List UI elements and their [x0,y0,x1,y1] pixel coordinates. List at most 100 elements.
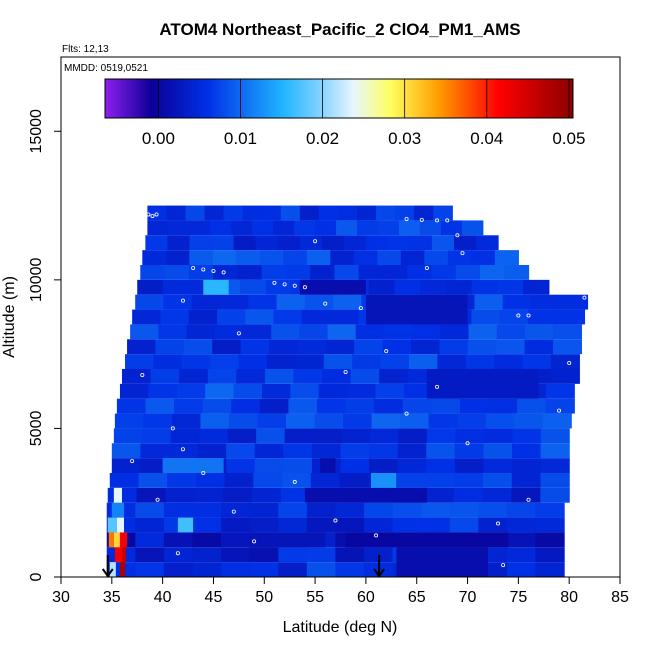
colorbar-tick-label: 0.01 [224,129,257,148]
y-tick-label: 10000 [28,258,45,303]
heatmap-cell [138,473,168,488]
heatmap-cell [248,294,278,310]
heatmap-cell [221,517,251,533]
heatmap-cell [440,220,463,236]
heatmap-cell [116,398,147,414]
heatmap-cell [147,220,169,236]
altitude-layer [140,265,530,280]
flight-track-point [146,212,151,217]
heatmap-cell [454,443,485,459]
altitude-layer [135,294,589,310]
colorbar-tick-label: 0.02 [306,129,339,148]
heatmap-cell [181,354,211,369]
heatmap-cell [496,339,526,355]
altitude-layer [106,562,565,577]
heatmap-cell [261,383,291,399]
heatmap-cell [166,205,187,221]
altitude-layer [145,235,499,251]
altitude-layer [111,443,570,459]
heatmap-cell [475,235,499,251]
altitude-layer [142,250,519,265]
heatmap-feature [370,473,397,488]
heatmap-cell [162,279,190,295]
heatmap-cell [155,339,185,355]
x-tick-label: 85 [611,589,629,606]
heatmap-cell [357,205,377,221]
heatmap-cell [318,383,348,399]
heatmap-cell [369,428,400,444]
heatmap-cell [269,339,299,355]
arrow-marker [101,555,114,578]
heatmap-cell [506,562,537,577]
heatmap-cell [343,235,367,251]
heatmap-cell [398,220,421,236]
heatmap-cell [165,487,195,503]
heatmap-cell [249,562,279,577]
heatmap-cell [280,487,311,503]
heatmap-cell [379,369,409,384]
heatmap-cell [506,502,537,518]
heatmap-cell [467,339,497,355]
flight-track-point [567,361,572,366]
heatmap-cell [160,309,190,325]
heatmap-cell [265,279,293,295]
heatmap-cell [333,294,362,310]
heatmap-cell [471,279,499,295]
altitude-layer [125,354,580,369]
heatmap-cell [306,562,337,577]
heatmap-cell [414,205,434,221]
heatmap-cell [294,220,316,236]
flight-track-point [252,539,257,544]
heatmap-cell [252,220,274,236]
heatmap-cell [488,398,518,414]
heatmap-cell [219,294,249,310]
heatmap-cell [227,428,257,444]
heatmap-cell [174,398,204,414]
heatmap-cell [153,354,183,369]
heatmap-cell [221,562,251,577]
heatmap-cell [485,413,515,429]
heatmap-cell [257,413,287,429]
heatmap-cell [273,309,303,325]
heatmap-cell [259,250,284,265]
flight-track-point [445,218,450,223]
heatmap-cell [273,220,295,236]
heatmap-cell [297,339,327,355]
heatmap-cell [189,220,211,236]
heatmap-cell [165,250,190,265]
heatmap-cell [299,235,323,251]
flight-track-point [201,267,206,272]
heatmap-feature [113,532,120,548]
heatmap-cell [421,502,451,518]
heatmap-feature [320,458,336,473]
heatmap-cell [377,250,402,265]
heatmap-cell [397,458,427,473]
heatmap-cell [226,458,256,473]
heatmap-feature [365,294,468,325]
heatmap-cell [284,428,314,444]
flight-track-point [221,270,226,275]
heatmap-cell [111,443,142,459]
heatmap-cell [277,235,301,251]
heatmap-feature [108,532,114,548]
heatmap-cell [295,354,325,369]
heatmap-cell [145,235,169,251]
heatmap-cell [306,517,337,533]
heatmap-cell [392,517,422,533]
heatmap-cell [502,294,532,310]
heatmap-cell [210,354,240,369]
flight-track-point [272,280,277,285]
heatmap-cell [412,324,441,340]
heatmap-cell [202,398,232,414]
heatmap-cell [457,413,487,429]
heatmap-cell [512,428,542,444]
heatmap-cell [221,547,251,563]
heatmap-cell [183,339,213,355]
heatmap-cell [478,502,508,518]
heatmap-cell [171,413,202,429]
heatmap-cell [431,265,457,280]
heatmap-cell [343,413,373,429]
heatmap-cell [330,250,355,265]
heatmap-cell [318,205,339,221]
heatmap-cell [245,309,275,325]
